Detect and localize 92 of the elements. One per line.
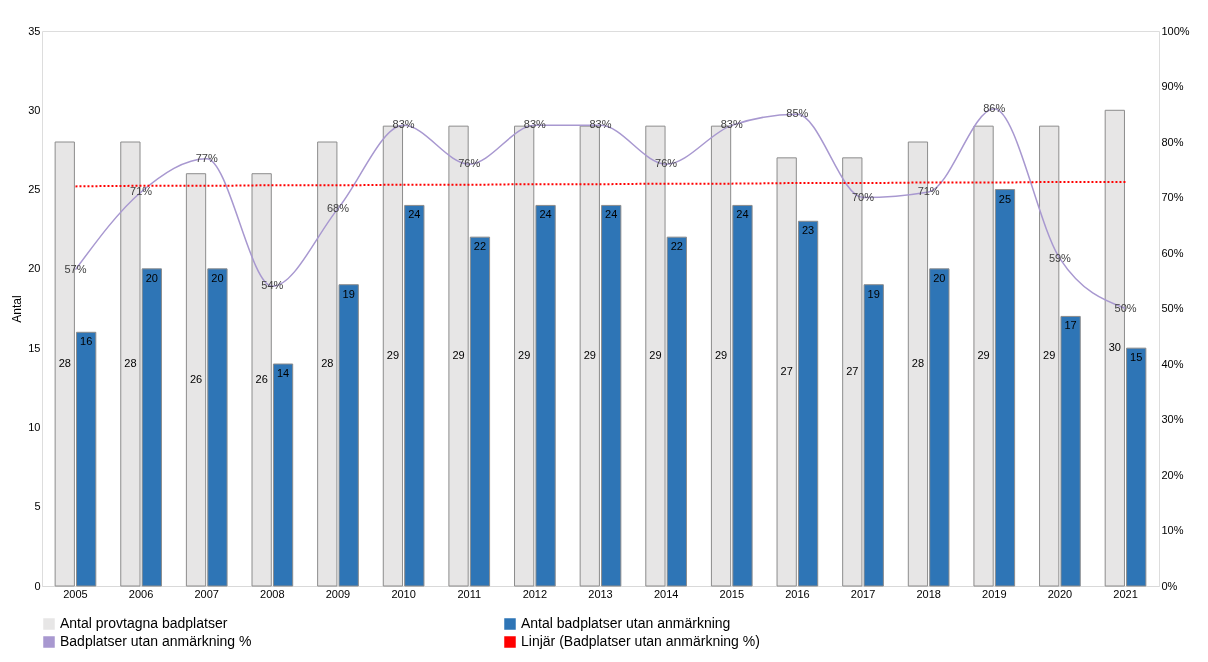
y2-tick-label: 10% <box>1161 524 1184 536</box>
data-label: 29 <box>1043 349 1056 362</box>
y-tick-label: 15 <box>28 341 41 354</box>
data-label: 23 <box>801 224 815 237</box>
y-tick-label: 5 <box>34 500 41 513</box>
legend-label: Linjär (Badplatser utan anmärkning %) <box>521 633 760 649</box>
x-tick-label: 2019 <box>982 587 1007 600</box>
data-label: 20 <box>211 271 224 284</box>
y-tick-label: 25 <box>28 183 41 196</box>
y2-tick-label: 90% <box>1161 80 1184 92</box>
data-label: 28 <box>124 357 137 369</box>
data-label: 19 <box>342 287 355 300</box>
data-label: 57% <box>64 262 87 275</box>
data-label: 29 <box>714 349 728 362</box>
y-tick-label: 10 <box>28 420 41 433</box>
data-label: 27 <box>846 364 859 377</box>
data-label: 19 <box>867 287 880 300</box>
y-tick-label: 35 <box>28 24 41 37</box>
data-label: 85% <box>786 107 809 120</box>
legend-label: Antal badplatser utan anmärkning <box>521 615 731 631</box>
x-tick-label: 2012 <box>522 587 548 600</box>
y2-tick-label: 50% <box>1161 302 1184 314</box>
data-label: 29 <box>518 349 531 362</box>
x-tick-label: 2016 <box>785 587 810 600</box>
data-label: 71% <box>917 184 940 197</box>
x-tick-label: 2017 <box>850 587 876 600</box>
data-label: 28 <box>58 357 71 369</box>
data-label: 24 <box>408 208 421 221</box>
data-label: 83% <box>392 118 415 131</box>
y2-tick-label: 0% <box>1161 579 1178 592</box>
data-label: 29 <box>649 349 662 362</box>
data-label: 17 <box>1064 319 1077 332</box>
y2-tick-label: 20% <box>1161 468 1184 481</box>
x-tick-label: 2021 <box>1113 587 1138 600</box>
data-label: 59% <box>1048 251 1072 264</box>
x-tick-label: 2005 <box>63 587 88 600</box>
y2-tick-label: 40% <box>1161 357 1184 370</box>
data-label: 22 <box>670 240 683 253</box>
data-label: 83% <box>589 118 612 131</box>
data-label: 22 <box>473 240 487 253</box>
data-label: 30 <box>1108 341 1121 354</box>
legend-label: Antal provtagna badplatser <box>60 615 228 631</box>
data-label: 86% <box>983 101 1006 114</box>
y-tick-label: 20 <box>28 262 41 275</box>
data-label: 29 <box>583 349 596 362</box>
x-tick-label: 2018 <box>916 587 941 600</box>
data-label: 83% <box>720 118 743 131</box>
data-label: 26 <box>189 372 203 385</box>
data-label: 16 <box>80 335 93 348</box>
data-label: 28 <box>911 357 925 369</box>
y2-tick-label: 30% <box>1161 413 1184 425</box>
y-tick-label: 0 <box>34 579 41 592</box>
data-label: 24 <box>605 208 618 221</box>
y2-tick-label: 100% <box>1161 24 1190 37</box>
data-label: 24 <box>539 208 552 221</box>
data-label: 70% <box>852 190 875 203</box>
data-label: 50% <box>1114 301 1137 314</box>
data-label: 26 <box>255 372 268 385</box>
y2-tick-label: 70% <box>1161 191 1184 203</box>
data-label: 68% <box>326 201 350 214</box>
data-label: 29 <box>977 349 990 362</box>
data-label: 77% <box>195 151 218 164</box>
x-tick-label: 2014 <box>653 587 679 600</box>
x-tick-label: 2007 <box>194 587 219 600</box>
data-label: 71% <box>130 184 153 197</box>
data-label: 24 <box>736 208 749 221</box>
data-label: 76% <box>655 157 678 170</box>
y-axis-title: Antal <box>10 295 25 323</box>
x-tick-label: 2011 <box>457 587 482 600</box>
x-tick-label: 2015 <box>719 587 744 600</box>
data-label: 20 <box>145 271 158 284</box>
data-label: 20 <box>933 271 946 284</box>
x-tick-label: 2013 <box>588 587 613 600</box>
y-tick-label: 30 <box>28 103 41 116</box>
data-label: 29 <box>452 349 465 362</box>
x-tick-label: 2020 <box>1047 587 1073 600</box>
data-label: 29 <box>386 349 400 362</box>
x-tick-label: 2006 <box>128 587 154 600</box>
x-tick-label: 2008 <box>260 587 285 600</box>
data-label: 83% <box>523 118 547 131</box>
x-tick-label: 2010 <box>391 587 416 600</box>
data-label: 15 <box>1130 351 1143 364</box>
data-label: 14 <box>276 367 290 379</box>
x-tick-label: 2009 <box>325 587 351 600</box>
data-label: 27 <box>780 364 793 377</box>
data-label: 25 <box>998 192 1012 205</box>
y2-tick-label: 60% <box>1161 246 1184 259</box>
legend-label: Badplatser utan anmärkning % <box>60 633 252 649</box>
y2-tick-label: 80% <box>1161 135 1184 148</box>
data-label: 28 <box>321 357 334 369</box>
data-label: 76% <box>458 157 481 170</box>
data-label: 54% <box>261 279 284 292</box>
